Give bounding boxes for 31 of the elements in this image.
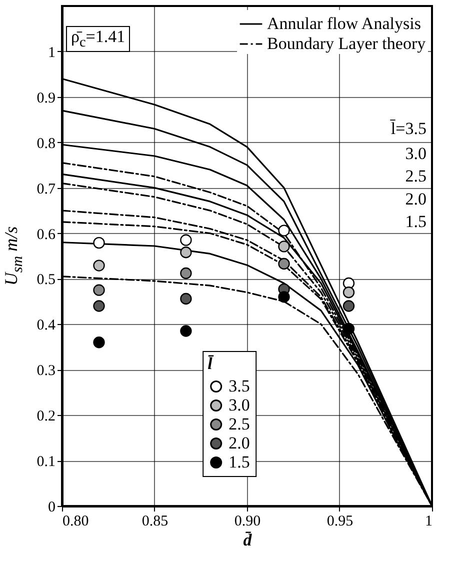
x-tick-label: 0.80: [62, 514, 89, 530]
legend-label: 2.0: [228, 434, 250, 452]
annotation: 3.0: [405, 144, 426, 163]
y-tick-label: 0: [48, 500, 56, 516]
y-tick-label: 0.5: [36, 272, 56, 288]
annotation: 2.0: [405, 189, 426, 208]
legend-label: Boundary Layer theory: [267, 34, 426, 53]
y-tick-label: 0.7: [36, 181, 56, 198]
y-tick-label: 0.1: [36, 454, 56, 470]
y-tick-label: 0.8: [36, 136, 56, 152]
legend-label: 2.5: [228, 414, 250, 434]
legend-label: 3.5: [228, 376, 250, 396]
legend-title: l̄: [208, 354, 215, 373]
y-tick-label: 0.3: [36, 363, 56, 380]
y-tick-label: 1: [48, 44, 56, 61]
y-tick-label: 0.6: [36, 226, 56, 243]
legend-label: 3.0: [228, 396, 250, 414]
y-tick-label: 0.4: [36, 318, 56, 334]
annotation: 1.5: [405, 212, 426, 231]
x-tick-label: 0.85: [142, 514, 168, 530]
x-tick-label: 0.95: [326, 514, 354, 530]
annotation: 2.5: [405, 166, 426, 186]
x-tick-label: 0.90: [234, 514, 261, 530]
x-axis-title: d̄: [243, 530, 252, 550]
y-tick-label: 0.9: [36, 90, 56, 106]
y-tick-label: 0.2: [36, 408, 56, 425]
annotation: l̄=3.5: [390, 118, 426, 138]
annotation: ρ̄$_{c}$=1.41: [66, 26, 130, 52]
legend-label: 1.5: [228, 452, 250, 472]
legend-label: Annular flow Analysis: [267, 14, 421, 33]
x-tick-label: 1: [425, 514, 432, 530]
